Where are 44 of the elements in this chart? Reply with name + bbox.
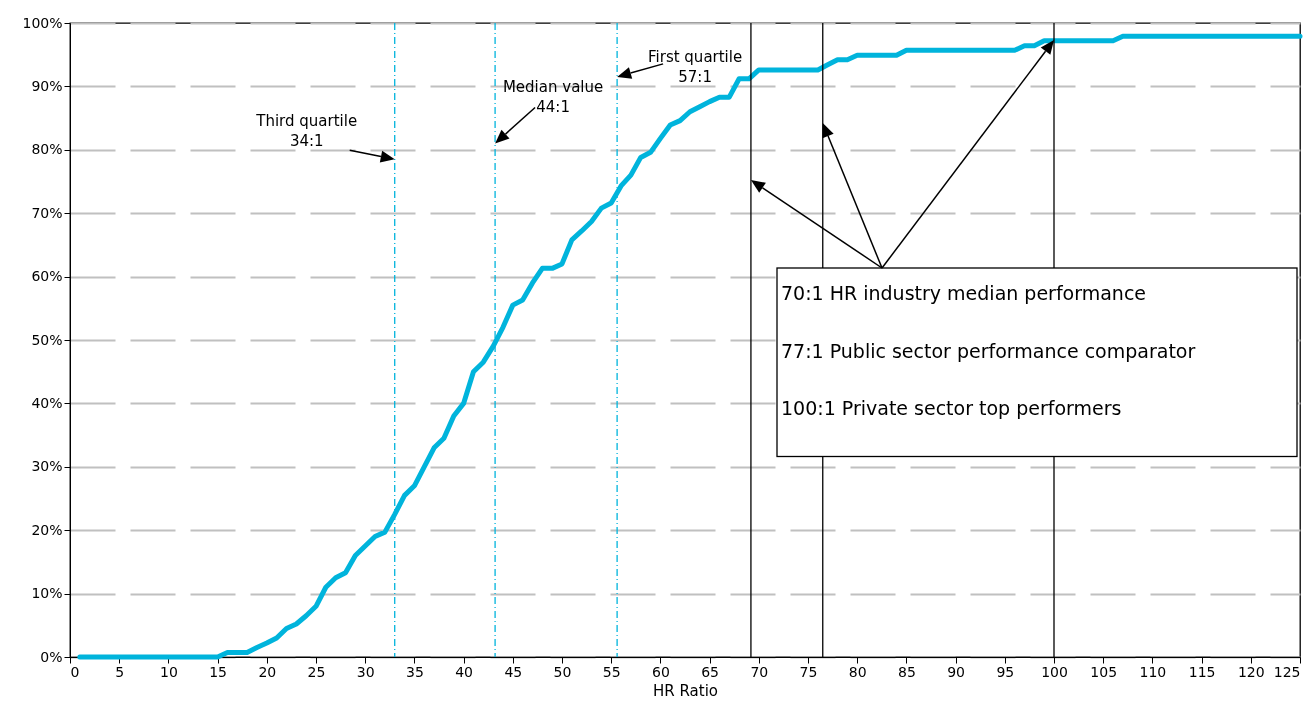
annotation: 77:1 Public sector performance comparator [781,339,1196,362]
y-tick-label: 90% [31,77,63,94]
x-tick-label: 50 [553,663,572,680]
y-tick-label: 100% [22,14,63,31]
x-tick-label: 115 [1188,663,1216,680]
y-tick-label: 20% [31,521,63,538]
y-tick-label: 10% [31,585,63,602]
x-tick-label: 105 [1090,663,1118,680]
x-tick-label: 60 [651,663,670,680]
x-tick-label: 45 [504,663,523,680]
y-tick-label: 80% [31,141,63,158]
x-tick-label: 90 [947,663,966,680]
x-tick-label: 110 [1139,663,1167,680]
x-tick-label: 35 [405,663,424,680]
x-axis-title: HR Ratio [653,681,718,700]
x-tick-label: 125 [1273,663,1301,680]
x-tick-label: 70 [750,663,769,680]
x-tick-label: 65 [701,663,720,680]
y-tick-label: 60% [31,268,63,285]
x-tick-label: 85 [897,663,916,680]
x-tick-label: 100 [1041,663,1068,680]
y-tick-label: 0% [40,648,63,665]
x-tick-label: 5 [115,663,125,680]
y-tick-label: 70% [31,204,63,221]
x-tick-label: 95 [996,663,1015,680]
x-tick-label: 55 [602,663,621,680]
x-tick-label: 25 [307,663,326,680]
x-tick-label: 10 [159,663,178,680]
x-tick-label: 40 [455,663,474,680]
annotation: 100:1 Private sector top performers [781,397,1122,419]
y-tick-label: 50% [31,331,63,348]
x-tick-label: 120 [1237,663,1265,680]
annotation: 70:1 HR industry median performance [781,282,1147,304]
y-tick-label: 40% [31,394,63,411]
x-tick-label: 20 [258,663,277,680]
x-tick-label: 15 [209,663,228,680]
x-tick-label: 0 [70,663,80,680]
annotation: Third quartile 34:1 [255,112,358,151]
x-tick-label: 75 [799,663,818,680]
y-tick-label: 30% [31,458,63,475]
x-tick-label: 80 [848,663,867,680]
annotation: Median value 44:1 [502,78,604,117]
annotation: First quartile 57:1 [648,47,743,86]
x-tick-label: 30 [356,663,375,680]
